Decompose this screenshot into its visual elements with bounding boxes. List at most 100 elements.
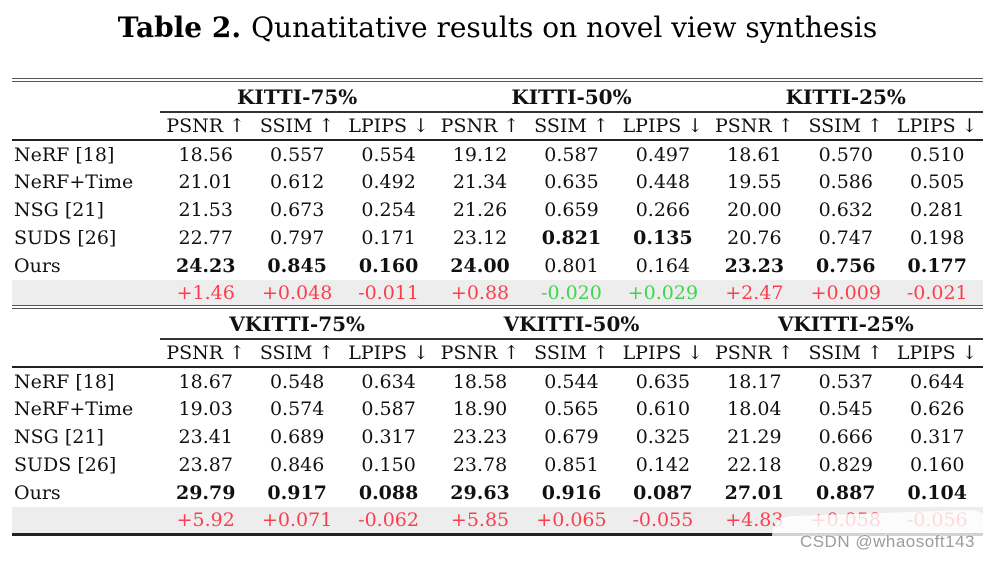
value-cell: 0.851 — [544, 454, 599, 476]
value-cell: 0.088 — [358, 482, 419, 504]
value-cell: 0.557 — [269, 143, 325, 166]
group-header-row-kitti: KITTI-75% KITTI-50% KITTI-25% — [12, 78, 983, 113]
delta-cell: +0.048 — [251, 280, 343, 309]
value-cell: 0.587 — [544, 143, 599, 166]
value-cell: 0.829 — [818, 454, 873, 476]
value-cell: 0.756 — [816, 255, 876, 277]
group-header-kitti-75: KITTI-75% — [160, 78, 435, 113]
value-cell: 19.12 — [452, 143, 508, 166]
value-cell: 0.635 — [635, 370, 691, 393]
table-row-suds: SUDS [26] 22.77 0.797 0.171 23.12 0.821 … — [12, 224, 983, 252]
value-cell: 0.177 — [907, 255, 968, 277]
value-cell: 18.56 — [178, 143, 233, 166]
row-label: NeRF [18] — [14, 143, 115, 166]
value-cell: 22.77 — [178, 227, 233, 249]
value-cell: 23.12 — [452, 227, 508, 249]
table-row-nerf-time: NeRF+Time 19.03 0.574 0.587 18.90 0.565 … — [12, 395, 983, 423]
value-cell: 0.544 — [544, 370, 599, 393]
table-row-ours: Ours 24.23 0.845 0.160 24.00 0.801 0.164… — [12, 252, 983, 280]
value-cell: 19.03 — [178, 398, 233, 420]
value-cell: 21.53 — [178, 199, 233, 221]
value-cell: 20.76 — [727, 227, 782, 249]
value-cell: 0.586 — [818, 171, 873, 193]
spacer-cell — [12, 307, 160, 339]
metric-header-lpips: LPIPS ↓ — [342, 339, 435, 368]
value-cell: 0.679 — [544, 426, 599, 448]
value-cell: 0.548 — [269, 370, 325, 393]
metric-header-psnr: PSNR ↑ — [708, 339, 801, 368]
row-label: NSG [21] — [14, 199, 104, 221]
value-cell: 0.281 — [910, 199, 965, 221]
value-cell: 18.67 — [178, 370, 233, 393]
results-table: KITTI-75% KITTI-50% KITTI-25% PSNR ↑ SSI… — [12, 78, 983, 536]
value-cell: 0.135 — [633, 227, 693, 249]
group-header-vkitti-75: VKITTI-75% — [160, 307, 435, 340]
value-cell: 0.104 — [907, 482, 968, 504]
metric-header-psnr: PSNR ↑ — [708, 112, 801, 141]
value-cell: 23.87 — [178, 454, 233, 476]
delta-cell: +5.85 — [434, 507, 526, 536]
metric-header-ssim: SSIM ↑ — [800, 339, 892, 368]
table-row-ours: Ours 29.79 0.917 0.088 29.63 0.916 0.087… — [12, 479, 983, 507]
row-label: NeRF+Time — [14, 398, 134, 420]
value-cell: 0.537 — [818, 370, 873, 393]
value-cell: 21.34 — [452, 171, 508, 193]
spacer-cell — [12, 112, 160, 141]
metric-header-ssim: SSIM ↑ — [525, 112, 618, 141]
group-header-row-vkitti: VKITTI-75% VKITTI-50% VKITTI-25% — [12, 307, 983, 340]
delta-cell: -0.011 — [342, 280, 435, 309]
table-row-nerf: NeRF [18] 18.56 0.557 0.554 19.12 0.587 … — [12, 140, 983, 168]
value-cell: 0.801 — [544, 255, 599, 277]
metric-header-ssim: SSIM ↑ — [251, 339, 343, 368]
group-header-vkitti-50: VKITTI-50% — [434, 307, 709, 340]
value-cell: 0.632 — [818, 199, 873, 221]
value-cell: 23.41 — [178, 426, 233, 448]
value-cell: 19.55 — [727, 171, 782, 193]
row-label: Ours — [14, 255, 61, 277]
metric-header-lpips: LPIPS ↓ — [617, 112, 709, 141]
value-cell: 22.18 — [727, 454, 782, 476]
value-cell: 0.505 — [910, 171, 965, 193]
table-row-nerf-time: NeRF+Time 21.01 0.612 0.492 21.34 0.635 … — [12, 168, 983, 196]
delta-cell: +1.46 — [160, 280, 252, 309]
value-cell: 20.00 — [727, 199, 782, 221]
group-header-kitti-25: KITTI-25% — [708, 78, 983, 113]
metric-header-lpips: LPIPS ↓ — [891, 339, 983, 368]
value-cell: 0.659 — [544, 199, 599, 221]
spacer-cell — [12, 78, 160, 112]
spacer-cell — [12, 280, 160, 309]
value-cell: 0.198 — [910, 227, 965, 249]
value-cell: 0.087 — [633, 482, 693, 504]
value-cell: 0.634 — [361, 370, 416, 393]
value-cell: 0.545 — [818, 398, 873, 420]
table-row-nerf: NeRF [18] 18.67 0.548 0.634 18.58 0.544 … — [12, 367, 983, 395]
value-cell: 0.644 — [910, 370, 965, 393]
value-cell: 0.821 — [541, 227, 602, 249]
value-cell: 21.26 — [452, 199, 508, 221]
csdn-watermark: CSDN @whaosoft143 — [757, 529, 985, 556]
table-row-nsg: NSG [21] 21.53 0.673 0.254 21.26 0.659 0… — [12, 196, 983, 224]
delta-cell: +2.47 — [708, 280, 801, 309]
row-label: SUDS [26] — [14, 227, 117, 249]
table-title-text: Qunatitative results on novel view synth… — [251, 11, 878, 44]
value-cell: 0.673 — [269, 199, 325, 221]
value-cell: 23.23 — [724, 255, 785, 277]
row-label: SUDS [26] — [14, 454, 117, 476]
value-cell: 0.554 — [361, 143, 416, 166]
value-cell: 0.160 — [910, 454, 965, 476]
value-cell: 0.497 — [635, 143, 691, 166]
value-cell: 0.574 — [269, 398, 325, 420]
delta-row-kitti: +1.46 +0.048 -0.011 +0.88 -0.020 +0.029 … — [12, 280, 983, 309]
value-cell: 0.747 — [818, 227, 873, 249]
value-cell: 29.63 — [450, 482, 510, 504]
metric-header-psnr: PSNR ↑ — [434, 112, 526, 141]
value-cell: 0.916 — [541, 482, 602, 504]
table-row-suds: SUDS [26] 23.87 0.846 0.150 23.78 0.851 … — [12, 451, 983, 479]
value-cell: 0.846 — [269, 454, 325, 476]
table-number: Table 2. — [117, 11, 242, 44]
value-cell: 0.797 — [269, 227, 325, 249]
metric-header-ssim: SSIM ↑ — [800, 112, 892, 141]
value-cell: 0.635 — [544, 171, 599, 193]
delta-cell: -0.055 — [617, 507, 709, 536]
delta-cell: +0.065 — [525, 507, 618, 536]
